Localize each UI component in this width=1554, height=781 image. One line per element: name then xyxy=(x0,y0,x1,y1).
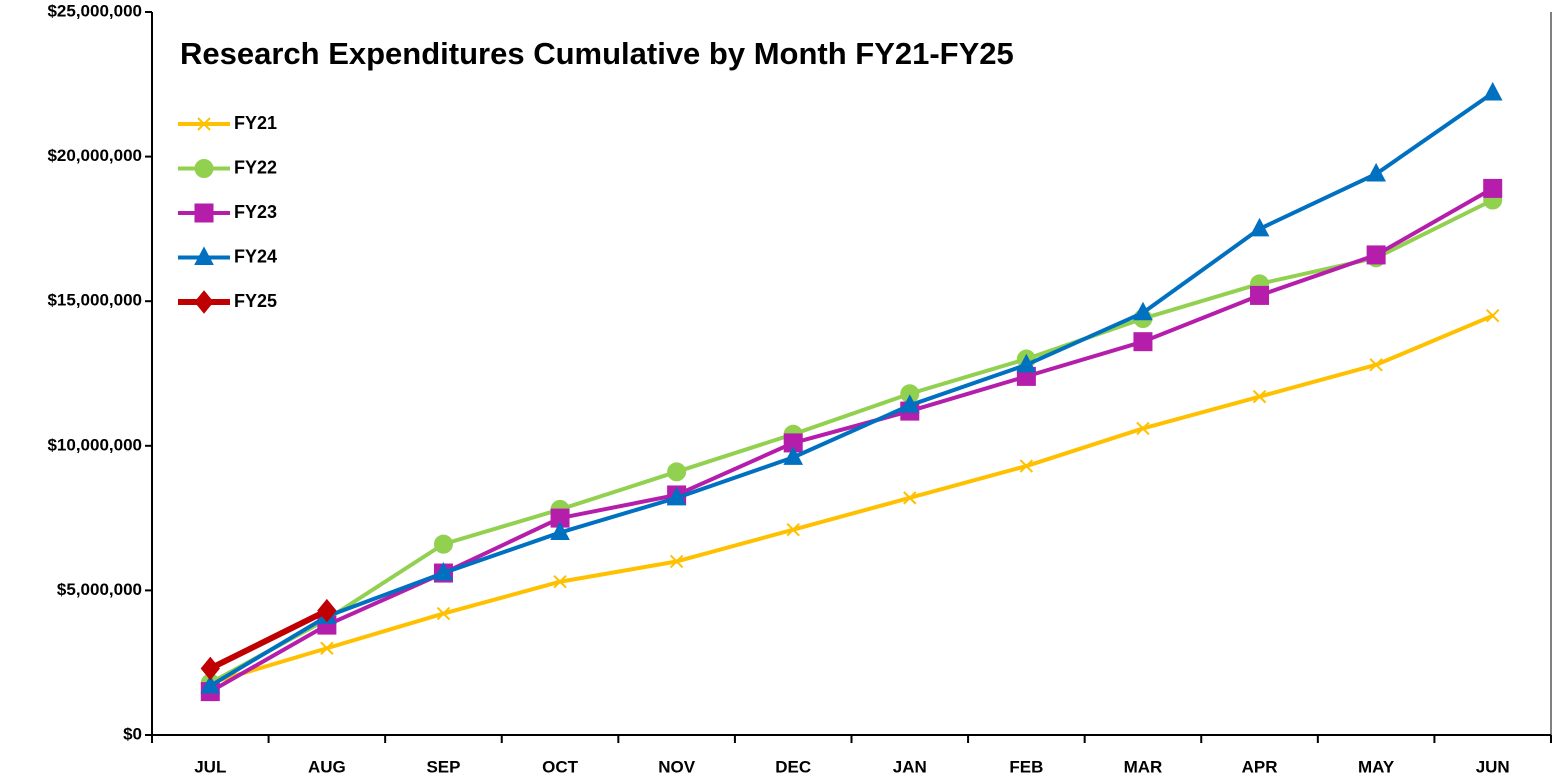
series-line xyxy=(209,91,1494,688)
data-point xyxy=(903,491,917,505)
data-point xyxy=(667,462,687,482)
y-tick-label: $20,000,000 xyxy=(47,146,142,165)
legend-label: FY21 xyxy=(234,113,277,133)
data-point xyxy=(550,521,570,541)
data-point xyxy=(1369,358,1383,372)
series-line xyxy=(209,198,1494,685)
data-point xyxy=(1366,162,1386,182)
data-point xyxy=(786,522,800,537)
legend-label: FY23 xyxy=(234,202,277,222)
x-tick-label: DEC xyxy=(775,757,811,776)
y-tick-label: $15,000,000 xyxy=(47,291,142,310)
data-point xyxy=(669,554,684,569)
data-point xyxy=(1016,353,1037,373)
x-tick-label: JUN xyxy=(1476,757,1510,776)
data-point xyxy=(1252,389,1267,404)
data-point xyxy=(1483,178,1503,198)
legend-marker xyxy=(194,203,214,223)
data-point xyxy=(200,656,220,681)
data-point xyxy=(666,486,687,506)
chart-title: Research Expenditures Cumulative by Mont… xyxy=(180,36,1014,71)
x-tick-label: JUL xyxy=(194,757,226,776)
data-point xyxy=(1133,301,1153,321)
data-point xyxy=(433,561,454,581)
data-point xyxy=(433,534,453,554)
legend-label: FY25 xyxy=(234,291,277,311)
data-point xyxy=(1136,421,1150,436)
legend-marker xyxy=(194,159,214,178)
data-point xyxy=(553,575,567,589)
x-tick-label: JAN xyxy=(893,757,927,776)
legend-label: FY22 xyxy=(234,157,277,177)
legend-marker xyxy=(194,246,214,265)
x-tick-label: OCT xyxy=(542,757,579,776)
data-point xyxy=(1133,332,1153,352)
data-point xyxy=(1019,459,1034,473)
y-tick-label: $10,000,000 xyxy=(47,435,142,454)
legend-label: FY24 xyxy=(234,246,277,266)
series-line xyxy=(209,313,1494,685)
data-point xyxy=(783,446,804,465)
y-tick-label: $5,000,000 xyxy=(57,580,142,599)
data-point xyxy=(317,598,337,623)
y-tick-label: $25,000,000 xyxy=(47,1,142,20)
x-tick-label: NOV xyxy=(658,757,696,776)
data-point xyxy=(320,641,334,655)
legend-marker xyxy=(197,117,211,131)
x-tick-label: AUG xyxy=(308,757,346,776)
data-point xyxy=(200,674,221,694)
data-point xyxy=(1486,308,1500,323)
data-point xyxy=(1250,285,1270,305)
x-tick-label: APR xyxy=(1242,757,1278,776)
data-point xyxy=(1249,217,1270,237)
data-point xyxy=(899,394,920,413)
series-line xyxy=(208,607,329,672)
legend-marker xyxy=(194,290,214,314)
data-point xyxy=(436,606,451,621)
x-tick-label: MAY xyxy=(1358,757,1395,776)
x-tick-label: MAR xyxy=(1124,757,1163,776)
data-point xyxy=(1366,245,1386,265)
x-tick-label: SEP xyxy=(426,757,460,776)
y-tick-label: $0 xyxy=(123,724,142,743)
series-line xyxy=(209,186,1494,694)
x-tick-label: FEB xyxy=(1009,757,1043,776)
data-point xyxy=(1482,81,1503,101)
